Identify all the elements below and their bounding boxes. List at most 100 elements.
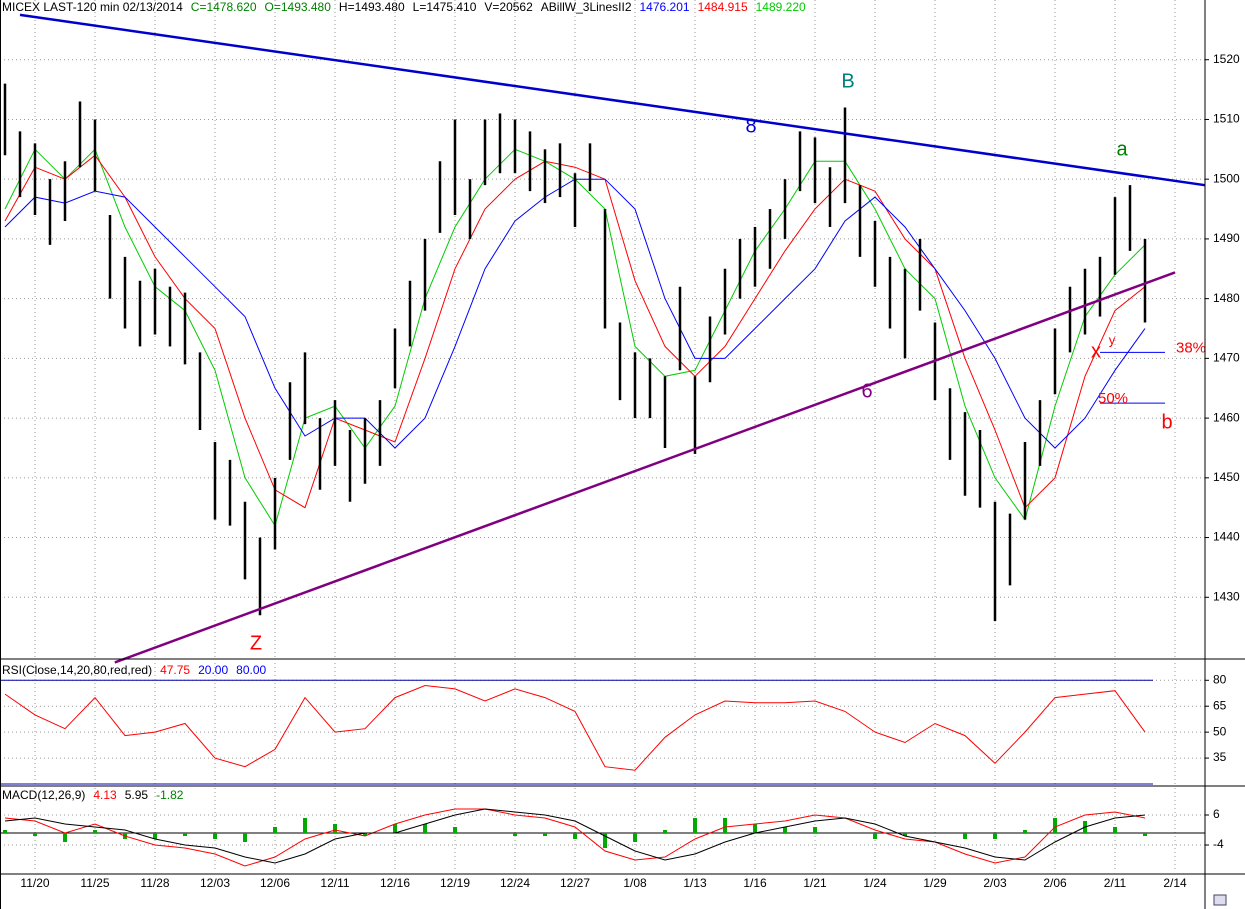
- x-tick-label: 12/27: [560, 876, 590, 890]
- histogram-bar: [992, 833, 997, 839]
- y-tick-label: 1500: [1213, 171, 1240, 185]
- histogram-bar: [1112, 827, 1117, 833]
- annotation: y: [1109, 332, 1116, 347]
- histogram-bar: [872, 833, 877, 839]
- x-tick-label: 2/06: [1043, 876, 1067, 890]
- panel-value: V=20562: [484, 0, 533, 14]
- panel-title: MACD(12,26,9): [2, 788, 85, 802]
- x-tick-label: 12/19: [440, 876, 470, 890]
- fib-label: 50%: [1098, 390, 1128, 407]
- histogram-bar: [572, 833, 577, 839]
- annotation: b: [1161, 411, 1172, 433]
- annotation: x: [1091, 340, 1101, 362]
- corner-icon: [1213, 894, 1227, 906]
- panel-value: 1476.201: [640, 0, 690, 14]
- histogram-bar: [92, 830, 97, 833]
- moving-average: [4, 154, 1146, 509]
- y-tick-label: 1490: [1213, 231, 1240, 245]
- panel-value: -1.82: [156, 788, 184, 802]
- panel-value: 47.75: [160, 663, 190, 677]
- histogram-bar: [392, 824, 397, 833]
- y-tick-label: 1460: [1213, 410, 1240, 424]
- histogram-bar: [62, 833, 67, 842]
- y-tick-label: 35: [1213, 750, 1227, 764]
- y-tick-label: 1520: [1213, 52, 1240, 66]
- y-tick-label: 1450: [1213, 470, 1240, 484]
- panel-value: L=1475.410: [413, 0, 477, 14]
- x-tick-label: 2/11: [1104, 876, 1127, 890]
- y-tick-label: 1510: [1213, 112, 1240, 126]
- x-tick-label: 12/06: [260, 876, 290, 890]
- x-tick-label: 1/08: [623, 876, 647, 890]
- panel-value: 80.00: [236, 663, 266, 677]
- histogram-bar: [662, 830, 667, 833]
- trendline: [114, 271, 1176, 664]
- y-tick-label: -4: [1213, 837, 1224, 851]
- histogram-bar: [272, 827, 277, 833]
- histogram-bar: [152, 833, 157, 839]
- annotation: 8: [745, 115, 756, 137]
- y-tick-label: 6: [1213, 807, 1220, 821]
- histogram-bar: [32, 833, 37, 836]
- histogram-bar: [812, 827, 817, 833]
- y-tick-label: 1470: [1213, 351, 1240, 365]
- x-tick-label: 12/03: [200, 876, 230, 890]
- histogram-bar: [632, 833, 637, 842]
- histogram-bar: [782, 827, 787, 833]
- histogram-bar: [332, 824, 337, 833]
- x-tick-label: 1/24: [863, 876, 887, 890]
- x-tick-label: 2/03: [983, 876, 1007, 890]
- panel-title: MICEX LAST-120 min 02/13/2014: [2, 0, 183, 14]
- x-tick-label: 11/20: [20, 876, 49, 890]
- histogram-bar: [692, 818, 697, 833]
- histogram-bar: [602, 833, 607, 848]
- annotation: a: [1116, 138, 1128, 160]
- trendline: [19, 13, 1206, 187]
- histogram-bar: [902, 833, 907, 836]
- histogram-bar: [512, 833, 517, 836]
- histogram-bar: [722, 818, 727, 833]
- histogram-bar: [422, 824, 427, 833]
- panel-value: C=1478.620: [191, 0, 257, 14]
- y-tick-label: 65: [1213, 698, 1227, 712]
- histogram-bar: [1142, 833, 1147, 836]
- macd-line: [4, 808, 1146, 864]
- histogram-bar: [242, 833, 247, 842]
- x-tick-label: 1/16: [743, 876, 767, 890]
- histogram-bar: [362, 833, 367, 836]
- x-tick-label: 2/14: [1163, 876, 1187, 890]
- histogram-bar: [1052, 818, 1057, 833]
- panel-value: 20.00: [198, 663, 228, 677]
- histogram-bar: [452, 827, 457, 833]
- panel-value: O=1493.480: [265, 0, 332, 14]
- panel-value: H=1493.480: [339, 0, 405, 14]
- x-tick-label: 1/29: [923, 876, 947, 890]
- histogram-bar: [182, 833, 187, 836]
- y-tick-label: 50: [1213, 724, 1227, 738]
- panel-value: 4.13: [93, 788, 117, 802]
- histogram-bar: [212, 833, 217, 839]
- rsi-line: [4, 684, 1146, 771]
- panel-value: 1484.915: [698, 0, 748, 14]
- panel-value: ABillW_3LinesII2: [541, 0, 632, 14]
- x-tick-label: 1/21: [803, 876, 827, 890]
- macd-line: [4, 808, 1146, 867]
- annotation: Z: [250, 632, 262, 654]
- histogram-bar: [302, 818, 307, 833]
- x-tick-label: 12/11: [320, 876, 349, 890]
- fib-label: 38%: [1176, 339, 1206, 356]
- panel-title: RSI(Close,14,20,80,red,red): [2, 663, 152, 677]
- x-tick-label: 12/24: [500, 876, 530, 890]
- histogram-bar: [962, 833, 967, 839]
- annotation: 6: [861, 380, 872, 402]
- histogram-bar: [752, 824, 757, 833]
- annotation: B: [841, 70, 854, 92]
- histogram-bar: [1022, 830, 1027, 833]
- x-tick-label: 11/25: [80, 876, 109, 890]
- x-tick-label: 12/16: [380, 876, 410, 890]
- y-tick-label: 1430: [1213, 589, 1240, 603]
- x-tick-label: 11/28: [140, 876, 169, 890]
- histogram-bar: [2, 830, 7, 833]
